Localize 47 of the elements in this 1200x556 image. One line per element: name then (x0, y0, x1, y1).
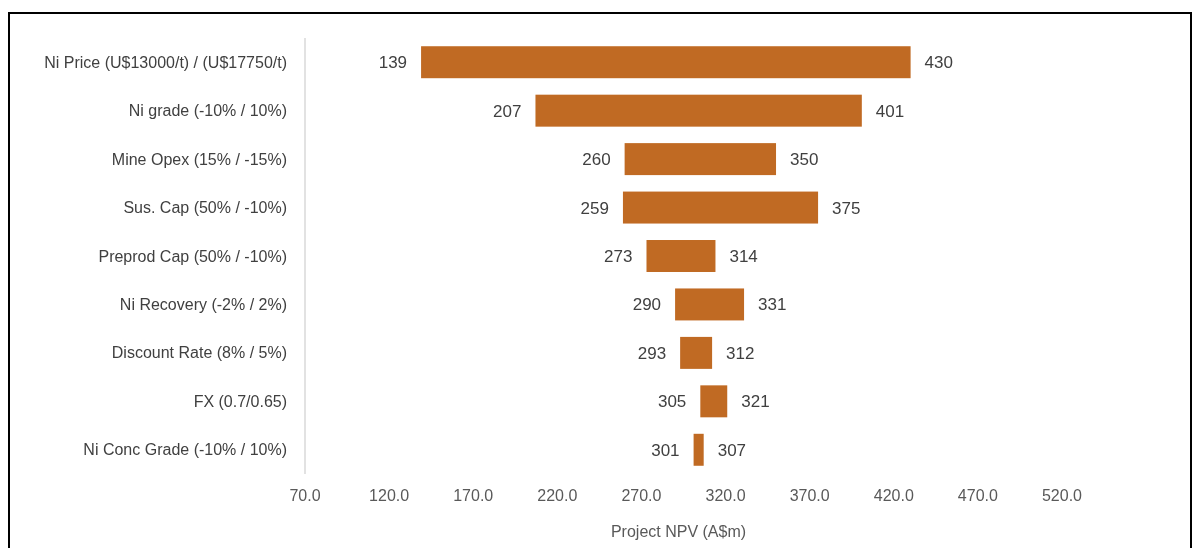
annotation: 273 (604, 246, 633, 266)
annotation: 312 (726, 343, 755, 363)
bar (535, 94, 862, 127)
bar (693, 433, 704, 466)
annotation: 260 (582, 150, 611, 170)
x-tick-label: 220.0 (537, 487, 578, 504)
x-tick-label: 270.0 (621, 487, 662, 504)
y-tick-label: Preprod Cap (50% / -10%) (98, 247, 287, 265)
annotation: 207 (493, 101, 522, 121)
y-tick-label: Discount Rate (8% / 5%) (111, 344, 287, 362)
y-tick-label: Ni Price (U$13000/t) / (U$17750/t) (44, 53, 287, 71)
annotation: 290 (632, 295, 662, 315)
x-tick-label: 370.0 (789, 487, 830, 504)
annotation: 401 (875, 101, 905, 121)
bar (646, 240, 716, 272)
bar (700, 385, 728, 418)
x-tick-label: 470.0 (957, 487, 999, 504)
y-tick-label: Ni Conc Grade (-10% / 10%) (83, 441, 287, 459)
bar (622, 191, 819, 224)
x-tick-label: 70.0 (289, 487, 321, 504)
x-tick-label: 320.0 (705, 487, 746, 504)
x-tick-label: 420.0 (873, 487, 914, 504)
x-axis-title: Project NPV (A$m) (610, 523, 747, 540)
annotation: 430 (924, 53, 953, 73)
y-tick-label: FX (0.7/0.65) (193, 392, 287, 410)
annotation: 259 (580, 198, 609, 218)
x-tick-label: 520.0 (1041, 487, 1083, 504)
annotation: 293 (637, 343, 667, 363)
x-tick-label: 170.0 (453, 487, 494, 504)
annotation: 350 (790, 150, 819, 170)
x-tick-label: 120.0 (369, 487, 410, 504)
y-tick-label: Ni grade (-10% / 10%) (128, 102, 287, 120)
annotation: 139 (378, 53, 408, 73)
bar (675, 288, 745, 321)
annotation: 307 (717, 440, 747, 460)
annotation: 331 (758, 295, 787, 315)
bar (680, 336, 713, 369)
annotation: 305 (657, 392, 687, 412)
annotation: 375 (832, 198, 861, 218)
annotation: 314 (729, 246, 758, 266)
bar (624, 143, 777, 176)
y-tick-label: Mine Opex (15% / -15%) (111, 150, 287, 168)
annotation: 301 (651, 440, 680, 460)
bar (421, 46, 911, 79)
annotation: 321 (741, 392, 770, 412)
y-tick-label: Ni Recovery (-2% / 2%) (119, 296, 287, 314)
y-tick-label: Sus. Cap (50% / -10%) (123, 199, 287, 217)
